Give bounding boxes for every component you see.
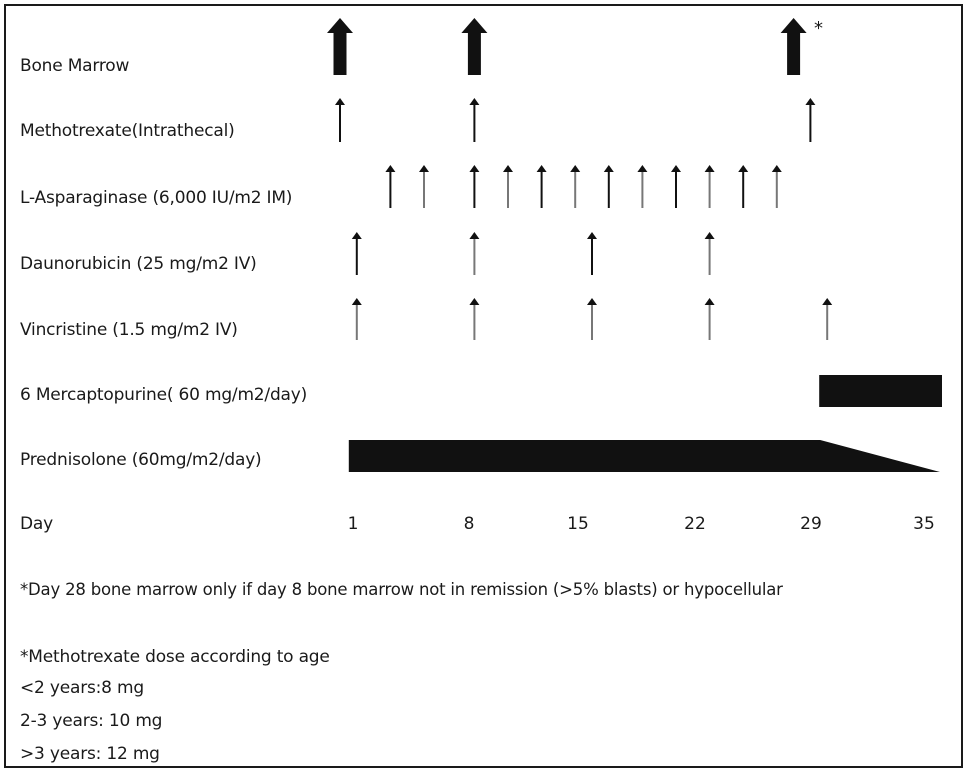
mercaptopurine-bar bbox=[819, 375, 942, 407]
bone-marrow-dose-arrow bbox=[327, 18, 353, 75]
age-dose-over-3: >3 years: 12 mg bbox=[20, 744, 160, 764]
row-label-asparaginase: L-Asparaginase (6,000 IU/m2 IM) bbox=[20, 188, 293, 208]
asparaginase-dose-arrow bbox=[385, 165, 396, 208]
methotrexate-dose-arrow bbox=[335, 98, 345, 142]
asparaginase-dose-arrow bbox=[671, 165, 681, 208]
age-dose-2-3: 2-3 years: 10 mg bbox=[20, 711, 163, 731]
vincristine-dose-arrow bbox=[351, 298, 362, 340]
row-label-vincristine: Vincristine (1.5 mg/m2 IV) bbox=[20, 320, 238, 340]
asparaginase-dose-arrow bbox=[536, 165, 547, 208]
vincristine-dose-arrow bbox=[704, 298, 715, 340]
asparaginase-dose-arrow bbox=[771, 165, 782, 208]
daunorubicin-dose-arrow bbox=[587, 232, 597, 275]
row-label-mercaptopurine: 6 Mercaptopurine( 60 mg/m2/day) bbox=[20, 385, 308, 405]
bone-marrow-asterisk: * bbox=[814, 18, 823, 39]
asparaginase-dose-arrow bbox=[419, 165, 429, 208]
asparaginase-dose-arrow bbox=[637, 165, 648, 208]
day-tick-15: 15 bbox=[567, 514, 589, 534]
day-axis-label: Day bbox=[20, 514, 53, 534]
diagram-frame bbox=[4, 4, 963, 768]
bone-marrow-dose-arrow bbox=[461, 18, 488, 75]
row-label-prednisolone: Prednisolone (60mg/m2/day) bbox=[20, 450, 262, 470]
footnote-bone-marrow: *Day 28 bone marrow only if day 8 bone m… bbox=[20, 580, 783, 599]
footnote-methotrexate: *Methotrexate dose according to age bbox=[20, 647, 330, 667]
row-label-bone-marrow: Bone Marrow bbox=[20, 56, 130, 76]
day-tick-29: 29 bbox=[800, 514, 822, 534]
asparaginase-dose-arrow bbox=[570, 165, 581, 208]
asparaginase-dose-arrow bbox=[503, 165, 513, 208]
prednisolone-bar bbox=[348, 440, 940, 472]
bone-marrow-dose-arrow bbox=[780, 18, 807, 75]
vincristine-dose-arrow bbox=[822, 298, 833, 340]
day-tick-35: 35 bbox=[913, 514, 935, 534]
daunorubicin-dose-arrow bbox=[469, 232, 480, 275]
day-tick-8: 8 bbox=[463, 514, 475, 534]
methotrexate-dose-arrow bbox=[469, 98, 480, 142]
daunorubicin-dose-arrow bbox=[704, 232, 715, 275]
row-label-daunorubicin: Daunorubicin (25 mg/m2 IV) bbox=[20, 254, 257, 274]
age-dose-under-2: <2 years:8 mg bbox=[20, 678, 144, 698]
daunorubicin-dose-arrow bbox=[351, 232, 362, 275]
methotrexate-dose-arrow bbox=[805, 98, 816, 142]
asparaginase-dose-arrow bbox=[469, 165, 480, 208]
asparaginase-dose-arrow bbox=[704, 165, 715, 208]
asparaginase-dose-arrow bbox=[738, 165, 749, 208]
day-tick-22: 22 bbox=[684, 514, 706, 534]
vincristine-dose-arrow bbox=[587, 298, 597, 340]
day-tick-1: 1 bbox=[347, 514, 359, 534]
vincristine-dose-arrow bbox=[469, 298, 480, 340]
row-label-methotrexate: Methotrexate(Intrathecal) bbox=[20, 121, 235, 141]
asparaginase-dose-arrow bbox=[603, 165, 614, 208]
